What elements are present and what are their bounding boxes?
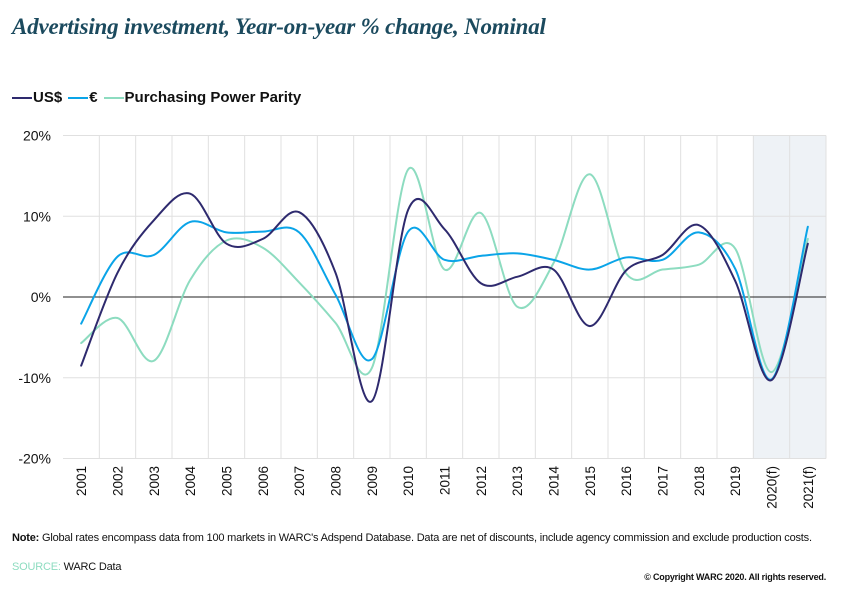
- y-tick-label: -20%: [18, 451, 51, 467]
- x-tick-label: 2006: [256, 466, 271, 496]
- x-tick-label: 2002: [111, 466, 126, 496]
- legend-label-usd: US$: [33, 89, 63, 106]
- x-tick-label: 2003: [147, 466, 162, 496]
- x-tick-label: 2004: [183, 466, 198, 497]
- y-tick-label: 10%: [23, 208, 51, 224]
- y-tick-label: 20%: [23, 128, 51, 144]
- note-text: Global rates encompass data from 100 mar…: [39, 532, 812, 544]
- series-line-ppp: [80, 166, 809, 376]
- legend-label-ppp: Purchasing Power Parity: [124, 89, 302, 106]
- chart-title: Advertising investment, Year-on-year % c…: [12, 14, 546, 39]
- x-tick-label: 2005: [220, 466, 235, 496]
- x-tick-label: 2015: [583, 466, 598, 496]
- source-label: SOURCE:: [12, 561, 61, 573]
- legend-swatch-eur: [68, 96, 89, 99]
- x-tick-label: 2017: [656, 466, 671, 496]
- x-tick-label: 2019: [728, 466, 743, 496]
- legend-item-usd: US$: [12, 89, 62, 106]
- legend-item-ppp: Purchasing Power Parity: [103, 89, 302, 106]
- x-tick-label: 2018: [692, 466, 707, 496]
- x-tick-label: 2012: [474, 466, 489, 496]
- x-tick-label: 2011: [438, 466, 453, 495]
- y-tick-label: 0%: [31, 289, 51, 305]
- x-tick-label: 2009: [365, 466, 380, 496]
- x-tick-label: 2001: [74, 466, 89, 496]
- x-tick-label: 2016: [619, 466, 634, 496]
- footer-note: Note: Global rates encompass data from 1…: [12, 531, 832, 545]
- source-text: WARC Data: [60, 561, 122, 573]
- series-line-usd: [80, 192, 809, 403]
- legend-swatch-usd: [12, 96, 32, 99]
- x-tick-label: 2007: [292, 466, 307, 496]
- x-tick-label: 2014: [547, 466, 562, 497]
- x-tick-label: 2010: [401, 466, 416, 496]
- grid: [63, 135, 827, 459]
- y-tick-label: -10%: [18, 370, 51, 386]
- legend: US$ € Purchasing Power Parity: [12, 89, 307, 106]
- copyright: © Copyright WARC 2020. All rights reserv…: [644, 572, 826, 582]
- legend-item-eur: €: [68, 89, 98, 106]
- x-tick-label: 2021(f): [801, 466, 816, 509]
- x-tick-label: 2008: [329, 466, 344, 496]
- series-line-eur: [80, 220, 809, 381]
- series-lines: [80, 166, 809, 403]
- x-tick-label: 2013: [510, 466, 525, 496]
- x-axis-ticks: 2001 2002 2003 2004 2005 2006 2007 2008 2009 2010…: [74, 466, 816, 509]
- legend-label-eur: €: [89, 89, 98, 106]
- note-label: Note:: [12, 532, 40, 544]
- y-axis-ticks: 20% 10% 0% -10% -20%: [18, 128, 51, 467]
- x-tick-label: 2020(f): [765, 466, 780, 509]
- legend-swatch-ppp: [103, 96, 124, 99]
- footer-source: SOURCE: WARC Data: [12, 561, 121, 573]
